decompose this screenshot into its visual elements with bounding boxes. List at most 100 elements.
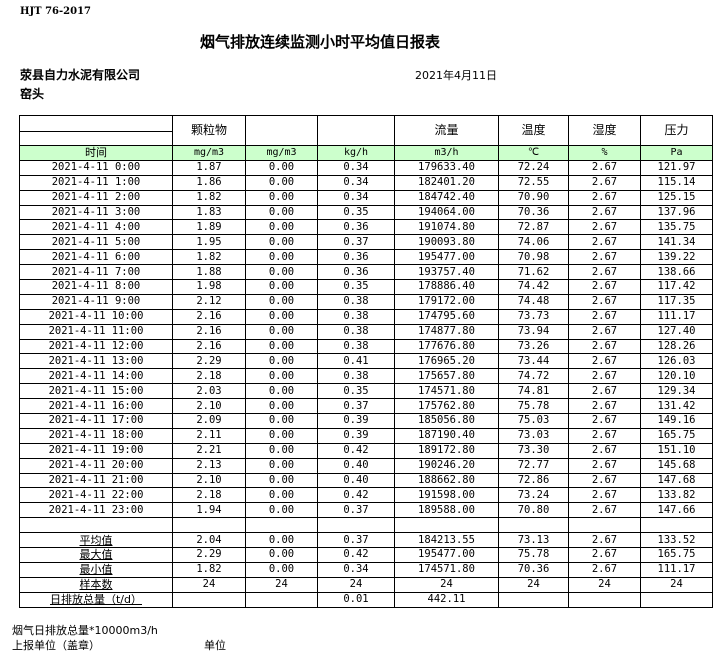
stat-value: 184213.55 (394, 532, 499, 549)
value-cell: 0.00 (245, 159, 318, 176)
value-cell: 175762.80 (394, 398, 499, 415)
value-cell: 0.36 (317, 264, 395, 281)
stat-value: 0.01 (317, 591, 395, 608)
stat-value: 2.04 (172, 532, 246, 549)
value-cell: 117.42 (640, 279, 713, 295)
value-cell: 126.03 (640, 353, 713, 370)
value-cell: 131.42 (640, 398, 713, 415)
value-cell: 0.40 (317, 472, 395, 489)
value-cell: 0.41 (317, 353, 395, 370)
value-cell: 2.67 (568, 204, 641, 221)
stat-value: 174571.80 (394, 561, 499, 578)
value-cell: 0.00 (245, 427, 318, 444)
value-cell: 2.67 (568, 219, 641, 236)
stat-value: 0.00 (245, 547, 318, 563)
column-header: 颗粒物 (172, 115, 246, 146)
stats-row: 样本数 24 24 24 24 24 24 24 (19, 576, 713, 593)
column-header: 流量 (394, 115, 499, 146)
stat-value: 75.78 (498, 547, 569, 563)
table-row: 2021-4-11 23:00 1.94 0.00 0.37 189588.00 70.8… (19, 502, 713, 519)
value-cell: 2.10 (172, 398, 246, 415)
stat-value: 0.37 (317, 532, 395, 549)
value-cell: 73.44 (498, 353, 569, 370)
column-header: 湿度 (568, 115, 641, 146)
value-cell: 70.98 (498, 249, 569, 266)
value-cell: 145.68 (640, 457, 713, 474)
value-cell: 0.42 (317, 487, 395, 504)
table-row: 2021-4-11 9:00 2.12 0.00 0.38 179172.00 74.48… (19, 293, 713, 310)
value-cell: 0.38 (317, 368, 395, 385)
value-cell: 0.00 (245, 204, 318, 221)
stat-value: 2.67 (568, 561, 641, 578)
value-cell: 120.10 (640, 368, 713, 385)
column-unit: 时间 (19, 145, 173, 161)
value-cell: 71.62 (498, 264, 569, 281)
stat-value: 1.82 (172, 561, 246, 578)
time-cell: 2021-4-11 0:00 (19, 159, 173, 176)
value-cell: 74.48 (498, 293, 569, 310)
value-cell: 189588.00 (394, 502, 499, 519)
value-cell: 2.67 (568, 368, 641, 385)
column-header (19, 115, 173, 146)
column-unit: mg/m3 (245, 145, 318, 161)
value-cell: 2.67 (568, 398, 641, 415)
value-cell: 0.37 (317, 502, 395, 519)
value-cell: 2.29 (172, 353, 246, 370)
footer-total-note: 烟气日排放总量*10000m3/h (12, 624, 158, 637)
table-row: 2021-4-11 1:00 1.86 0.00 0.34 182401.20 72.55… (19, 174, 713, 191)
value-cell: 0.38 (317, 308, 395, 325)
stat-value (640, 591, 713, 608)
value-cell: 0.00 (245, 502, 318, 519)
value-cell: 72.55 (498, 174, 569, 191)
value-cell: 1.98 (172, 279, 246, 295)
value-cell: 2.12 (172, 293, 246, 310)
value-cell: 179633.40 (394, 159, 499, 176)
table-row: 2021-4-11 7:00 1.88 0.00 0.36 193757.40 71.62… (19, 264, 713, 281)
column-unit: kg/h (317, 145, 395, 161)
value-cell: 0.00 (245, 174, 318, 191)
value-cell: 0.00 (245, 189, 318, 206)
table-row: 2021-4-11 5:00 1.95 0.00 0.37 190093.80 74.06… (19, 234, 713, 251)
time-cell: 2021-4-11 2:00 (19, 189, 173, 206)
column-unit: ℃ (498, 145, 569, 161)
column-header: 压力 (640, 115, 713, 146)
value-cell: 72.77 (498, 457, 569, 474)
value-cell: 75.78 (498, 398, 569, 415)
value-cell: 0.00 (245, 234, 318, 251)
column-unit: Pa (640, 145, 713, 161)
value-cell: 0.00 (245, 279, 318, 295)
value-cell: 139.22 (640, 249, 713, 266)
stat-value: 70.36 (498, 561, 569, 578)
value-cell: 1.87 (172, 159, 246, 176)
value-cell: 0.00 (245, 368, 318, 385)
value-cell: 195477.00 (394, 249, 499, 266)
time-cell: 2021-4-11 17:00 (19, 413, 173, 429)
value-cell: 185056.80 (394, 413, 499, 429)
value-cell: 147.68 (640, 472, 713, 489)
time-cell: 2021-4-11 12:00 (19, 338, 173, 355)
table-row: 2021-4-11 21:00 2.10 0.00 0.40 188662.80 72.8… (19, 472, 713, 489)
table-row: 2021-4-11 4:00 1.89 0.00 0.36 191074.80 72.87… (19, 219, 713, 236)
stat-value: 2.29 (172, 547, 246, 563)
value-cell: 175657.80 (394, 368, 499, 385)
value-cell: 2.67 (568, 159, 641, 176)
report-title: 烟气排放连续监测小时平均值日报表 (200, 33, 441, 51)
value-cell: 111.17 (640, 308, 713, 325)
value-cell: 0.40 (317, 457, 395, 474)
time-cell: 2021-4-11 7:00 (19, 264, 173, 281)
value-cell: 149.16 (640, 413, 713, 429)
value-cell: 2.13 (172, 457, 246, 474)
stat-value: 2.67 (568, 547, 641, 563)
time-cell: 2021-4-11 14:00 (19, 368, 173, 385)
value-cell: 138.66 (640, 264, 713, 281)
value-cell: 0.35 (317, 279, 395, 295)
value-cell: 0.38 (317, 293, 395, 310)
value-cell: 2.67 (568, 264, 641, 281)
value-cell: 0.00 (245, 323, 318, 340)
time-cell: 2021-4-11 1:00 (19, 174, 173, 191)
value-cell: 176965.20 (394, 353, 499, 370)
table-row: 2021-4-11 19:00 2.21 0.00 0.42 189172.80 73.3… (19, 442, 713, 459)
table-row: 2021-4-11 17:00 2.09 0.00 0.39 185056.80 75.0… (19, 413, 713, 429)
stat-value: 195477.00 (394, 547, 499, 563)
value-cell: 0.00 (245, 457, 318, 474)
